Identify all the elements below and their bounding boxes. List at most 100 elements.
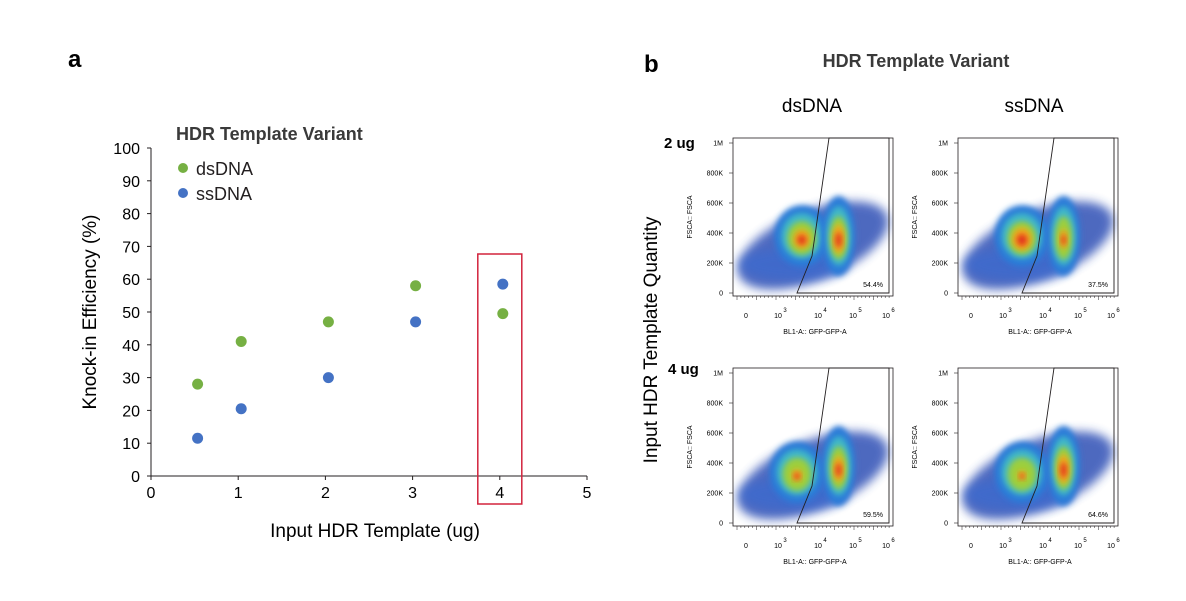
y-tick-label: 0 [131, 469, 140, 486]
plot-x-tick-label: 10 [1039, 313, 1047, 320]
plot-y-tick-label: 800K [932, 401, 949, 408]
plot-y-tick-label: 600K [707, 431, 724, 438]
highlight-box [477, 253, 523, 505]
plot-y-tick-label: 1M [713, 371, 723, 378]
plot-x-tick-exponent: 5 [858, 308, 862, 314]
y-tick-label: 10 [122, 436, 140, 453]
x-tick-label: 1 [234, 485, 243, 502]
x-tick-marks [150, 476, 588, 480]
plot-y-tick-label: 800K [707, 171, 724, 178]
plot-x-label: BL1-A:: GFP-GFP-A [1008, 559, 1072, 566]
y-tick-marks [147, 147, 151, 477]
plot-frame [957, 367, 1119, 527]
plot-y-label: FSCA:: FSCA [687, 425, 694, 469]
plot-x-tick-label: 10 [774, 313, 782, 320]
y-axis-label: Knock-in Efficiency (%) [80, 215, 101, 410]
plot-x-tick-label: 10 [1039, 543, 1047, 550]
plot-x-tick-exponent: 6 [1116, 538, 1120, 544]
cluster-peak [835, 463, 842, 477]
plot-y-tick-label: 0 [944, 291, 948, 298]
plot-y-tick-label: 400K [707, 461, 724, 468]
plot-y-tick-label: 400K [707, 231, 724, 238]
cluster-peak [794, 473, 800, 480]
plot-x-tick-label: 10 [814, 313, 822, 320]
x-tick-label: 5 [583, 485, 592, 502]
plot-x-tick-label: 10 [814, 543, 822, 550]
plot-frame [957, 137, 1119, 297]
plot-x-tick-label: 0 [744, 543, 748, 550]
plot-x-tick-label: 10 [882, 543, 890, 550]
legend-marker-dsdna [178, 163, 188, 173]
y-tick-label: 30 [122, 371, 140, 388]
plot-x-tick-label: 0 [969, 543, 973, 550]
plot-y-tick-label: 600K [707, 201, 724, 208]
data-point-dsdna [192, 378, 204, 390]
plot-x-label: BL1-A:: GFP-GFP-A [783, 329, 847, 336]
cluster-peak [1016, 234, 1028, 246]
x-tick-label: 4 [495, 485, 504, 502]
flow-panel: HDR Template Variant dsDNA ssDNA 2 ug 4 … [641, 51, 1120, 566]
plot-x-tick-label: 10 [999, 313, 1007, 320]
plot-x-tick-label: 10 [1074, 313, 1082, 320]
plot-x-tick-exponent: 5 [1083, 538, 1087, 544]
legend-marker-ssdna [178, 188, 188, 198]
x-axis-label: Input HDR Template (ug) [270, 521, 480, 542]
plot-x-tick-exponent: 5 [1083, 308, 1087, 314]
plot-y-tick-label: 600K [932, 431, 949, 438]
panel-label-b: b [644, 51, 659, 78]
plot-x-tick-exponent: 4 [823, 308, 827, 314]
plot-y-tick-label: 200K [707, 261, 724, 268]
scatter-chart: 0 10 20 30 40 50 60 70 80 90 100 0 1 2 3 4 5 HDR Templa… [80, 124, 592, 542]
legend-title: HDR Template Variant [176, 124, 363, 144]
data-point-ssdna [235, 403, 247, 415]
gate-percent: 54.4% [863, 282, 883, 289]
plot-y-tick-label: 200K [932, 261, 949, 268]
plot-y-label: FSCA:: FSCA [912, 195, 919, 239]
x-tick-labels: 0 1 2 3 4 5 [147, 485, 592, 502]
y-tick-label: 70 [122, 239, 140, 256]
gate-percent: 37.5% [1088, 282, 1108, 289]
plot-y-tick-label: 200K [932, 491, 949, 498]
data-point-dsdna [322, 316, 334, 328]
plot-frame [732, 137, 894, 297]
legend-label-dsdna: dsDNA [196, 159, 253, 179]
density-cloud [962, 425, 1114, 520]
density-cloud [962, 195, 1114, 290]
cluster-peak [797, 234, 807, 245]
plot-x-tick-exponent: 6 [891, 538, 895, 544]
plot-x-tick-exponent: 3 [1008, 538, 1012, 544]
plot-y-tick-label: 0 [719, 291, 723, 298]
plot-x-tick-exponent: 6 [891, 308, 895, 314]
plot-x-tick-label: 10 [849, 543, 857, 550]
plot-y-tick-label: 200K [707, 491, 724, 498]
plot-y-tick-label: 400K [932, 461, 949, 468]
plot-x-tick-exponent: 3 [783, 308, 787, 314]
gate-polygon [796, 367, 890, 524]
plot-y-tick-label: 1M [938, 371, 948, 378]
plot-y-tick-label: 800K [932, 171, 949, 178]
column-label-dsdna: dsDNA [782, 96, 843, 117]
cluster-peak [1061, 234, 1066, 246]
plot-x-tick-exponent: 3 [783, 538, 787, 544]
y-tick-label: 40 [122, 338, 140, 355]
row-label-4ug: 4 ug [668, 361, 699, 378]
column-label-ssdna: ssDNA [1004, 96, 1063, 117]
plot-x-tick-exponent: 4 [1048, 538, 1052, 544]
x-tick-label: 3 [408, 485, 417, 502]
y-tick-label: 80 [122, 207, 140, 224]
gate-percent: 59.5% [863, 512, 883, 519]
plot-y-tick-label: 800K [707, 401, 724, 408]
y-tick-labels: 0 10 20 30 40 50 60 70 80 90 100 [113, 141, 140, 486]
gate-percent: 64.6% [1088, 512, 1108, 519]
row-axis-label: Input HDR Template Quantity [641, 216, 662, 463]
plot-frame [732, 367, 894, 527]
data-point-ssdna [410, 316, 422, 328]
plot-x-tick-exponent: 6 [1116, 308, 1120, 314]
plot-x-label: BL1-A:: GFP-GFP-A [1008, 329, 1072, 336]
